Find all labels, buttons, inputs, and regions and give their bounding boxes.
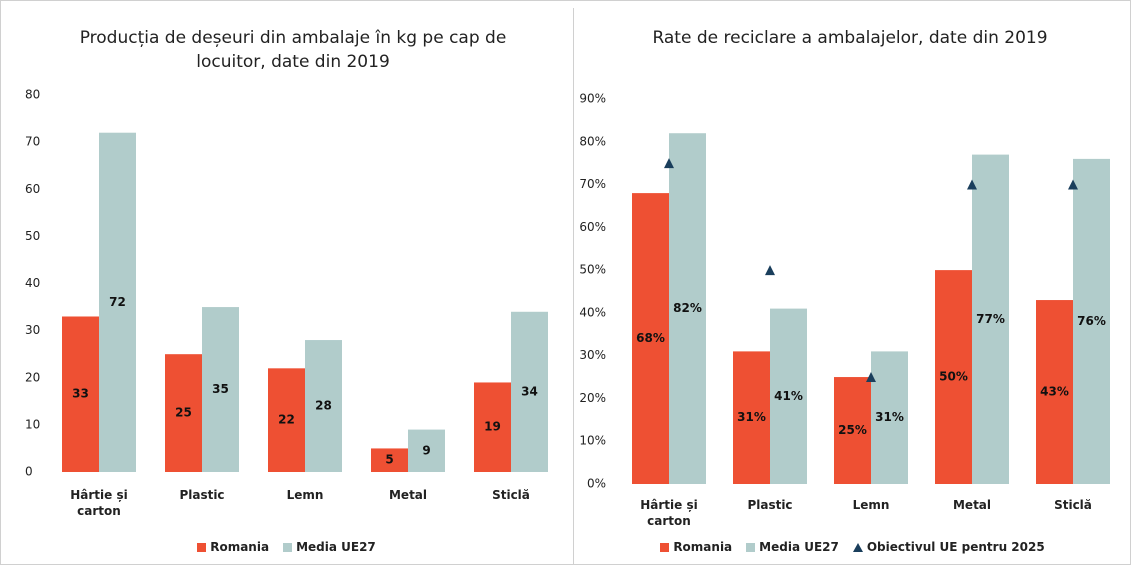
legend-swatch [660, 542, 670, 552]
legend-label: Romania [673, 540, 733, 554]
data-label: 22 [278, 413, 295, 427]
bar [669, 133, 706, 484]
data-label: 31% [737, 410, 766, 424]
data-label: 28 [315, 399, 332, 413]
bar [871, 351, 908, 484]
x-tick-label: Lemn [852, 498, 890, 512]
legend-label: Media UE27 [759, 540, 839, 554]
legend-label: Romania [210, 540, 270, 554]
data-label: 43% [1040, 385, 1069, 399]
bar [511, 311, 548, 472]
y-tick-label: 80 [25, 88, 40, 102]
legend-item: Media UE27 [746, 540, 839, 554]
y-tick-label: 0% [587, 477, 606, 491]
y-tick-label: 30 [25, 323, 40, 337]
data-label: 9 [422, 443, 430, 457]
data-label: 72 [109, 295, 126, 309]
target-marker [967, 179, 977, 190]
bar [305, 340, 342, 472]
x-tick-label: Sticlă [492, 488, 530, 502]
x-tick-label: Metal [388, 488, 428, 502]
data-label: 35 [212, 382, 229, 396]
x-tick-label: Lemn [286, 488, 324, 502]
y-tick-label: 30% [579, 348, 606, 362]
y-tick-label: 20 [25, 370, 40, 384]
chart-title: Rate de reciclare a ambalajelor, date di… [652, 28, 1048, 48]
x-tick-label: Metal [952, 498, 992, 512]
data-label: 34 [521, 384, 538, 398]
data-label: 76% [1077, 314, 1106, 328]
bar [834, 377, 871, 484]
bar [268, 368, 305, 472]
bar [371, 448, 408, 472]
x-tick-label: Hârtie și carton [640, 498, 698, 528]
bar [474, 382, 511, 472]
data-label: 31% [875, 410, 904, 424]
data-label: 19 [484, 420, 501, 434]
target-marker [1068, 179, 1078, 190]
legend: Romania Media UE27 [0, 540, 573, 554]
bar [1036, 300, 1073, 484]
x-tick-label: Plastic [747, 498, 793, 512]
y-tick-label: 90% [579, 92, 606, 106]
bar [733, 351, 770, 484]
y-tick-label: 60 [25, 182, 40, 196]
data-label: 77% [976, 312, 1005, 326]
data-label: 82% [673, 301, 702, 315]
y-tick-label: 50% [579, 263, 606, 277]
legend-item: Media UE27 [283, 540, 376, 554]
data-label: 25% [838, 423, 867, 437]
bar [408, 429, 445, 472]
bar [165, 354, 202, 472]
legend-label: Media UE27 [296, 540, 376, 554]
bar [972, 154, 1009, 484]
y-tick-label: 0 [25, 465, 33, 479]
bar [935, 270, 972, 484]
data-label: 5 [385, 453, 393, 467]
legend-label: Obiectivul UE pentru 2025 [866, 540, 1045, 554]
bar [770, 308, 807, 484]
data-label: 41% [774, 389, 803, 403]
bar [1073, 158, 1110, 484]
bar [632, 193, 669, 484]
x-tick-label: Hârtie și carton [70, 488, 128, 518]
y-tick-label: 70 [25, 135, 40, 149]
x-tick-label: Plastic [179, 488, 225, 502]
bar [62, 316, 99, 472]
legend-swatch [746, 542, 756, 552]
y-tick-label: 10 [25, 417, 40, 431]
bar [99, 132, 136, 472]
data-label: 68% [636, 331, 665, 345]
data-label: 25 [175, 406, 192, 420]
y-tick-label: 40% [579, 305, 606, 319]
y-tick-label: 50 [25, 229, 40, 243]
legend-item: Romania [197, 540, 269, 554]
y-tick-label: 10% [579, 434, 606, 448]
legend-item: Romania [660, 540, 732, 554]
y-tick-label: 70% [579, 177, 606, 191]
legend-swatch [852, 542, 863, 552]
legend: Romania Media UE27 Obiectivul UE pentru 20… [574, 540, 1131, 554]
y-tick-label: 20% [579, 391, 606, 405]
target-marker [866, 372, 876, 383]
target-marker [664, 158, 674, 169]
legend-swatch [197, 542, 207, 552]
chart-title: Producția de deșeuri din ambalaje în kg … [79, 28, 507, 72]
y-tick-label: 60% [579, 220, 606, 234]
legend-swatch [283, 542, 293, 552]
bar [202, 307, 239, 472]
data-label: 50% [939, 370, 968, 384]
y-tick-label: 80% [579, 134, 606, 148]
legend-item: Obiectivul UE pentru 2025 [852, 540, 1045, 554]
x-tick-label: Sticlă [1054, 498, 1092, 512]
target-marker [765, 265, 775, 276]
y-tick-label: 40 [25, 276, 40, 290]
data-label: 33 [72, 387, 89, 401]
